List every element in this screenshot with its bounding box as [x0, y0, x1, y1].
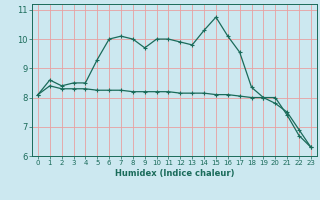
X-axis label: Humidex (Indice chaleur): Humidex (Indice chaleur) [115, 169, 234, 178]
